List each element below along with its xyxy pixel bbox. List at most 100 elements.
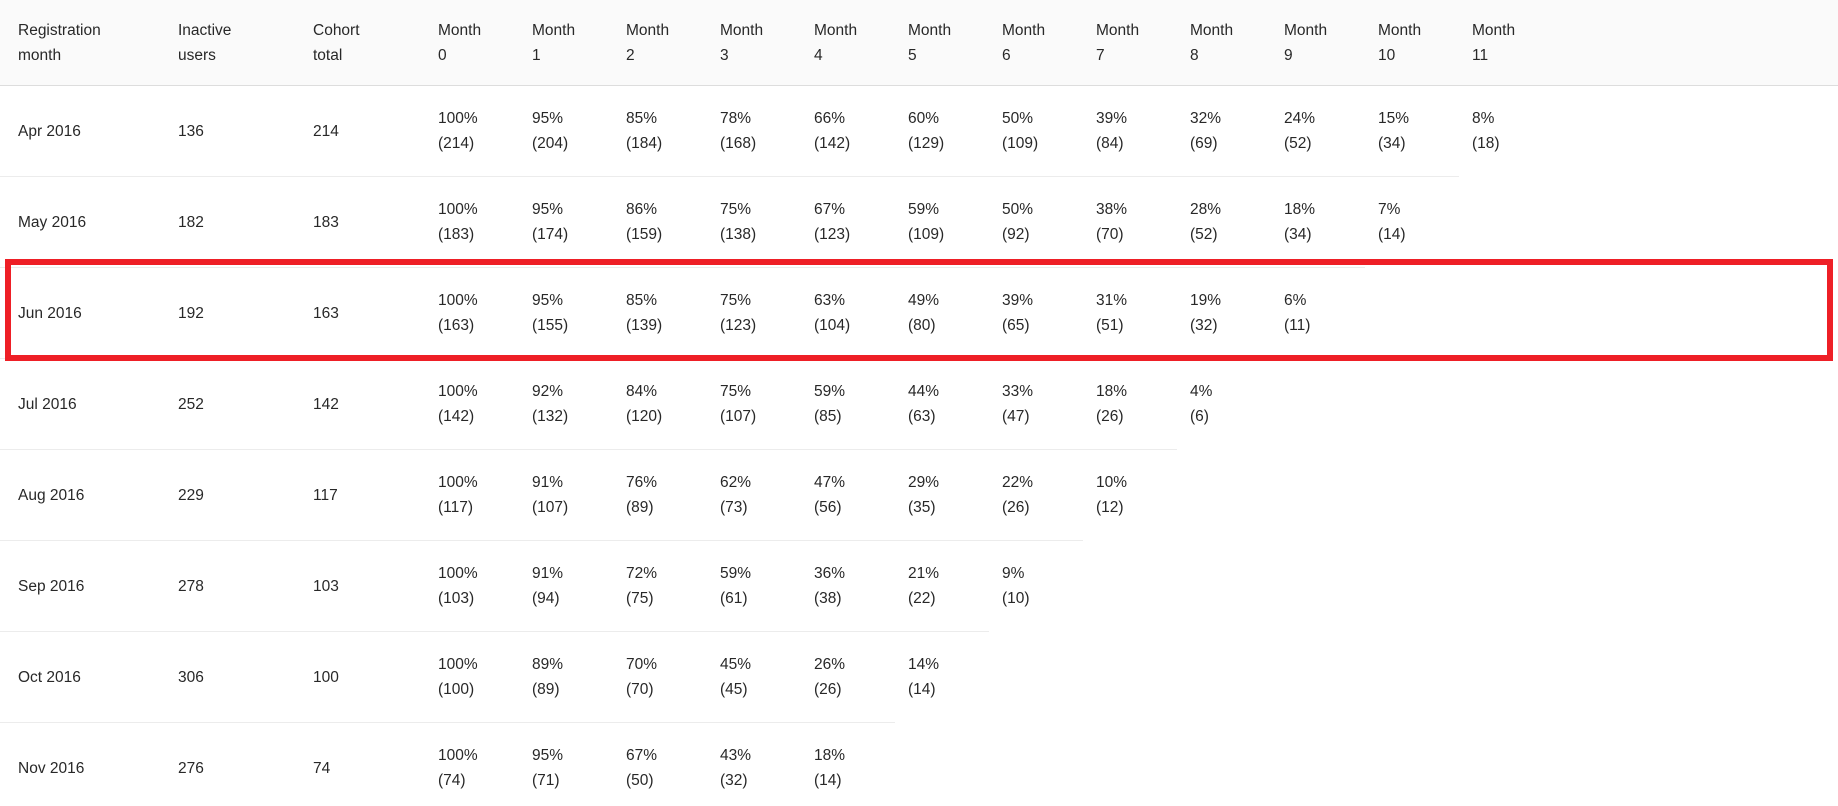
- cell-month-10: [1365, 359, 1459, 450]
- retention-percent: 7%: [1378, 201, 1401, 219]
- cell-cohort-total: 103: [300, 540, 425, 632]
- retention-count: (123): [814, 226, 851, 243]
- retention-percent: 29%: [908, 474, 940, 491]
- retention-percent: 47%: [814, 474, 846, 491]
- cell-month-2: 67% (50): [613, 722, 707, 806]
- retention-count: (100): [438, 681, 475, 698]
- retention-count: (70): [626, 681, 654, 698]
- retention-count: (80): [908, 317, 936, 334]
- cell-month-0: 100% (142): [425, 358, 519, 450]
- cell-month-9: [1271, 450, 1365, 541]
- retention-percent: 39%: [1096, 110, 1128, 127]
- column-header-month-1: Month 1: [519, 0, 613, 86]
- cell-inactive-users: 182: [165, 176, 300, 268]
- retention-count: (56): [814, 499, 842, 516]
- cell-registration-month: Aug 2016: [0, 449, 165, 541]
- cell-month-8: [1177, 541, 1271, 632]
- cell-month-9: [1271, 723, 1365, 806]
- retention-percent: 91%: [532, 565, 564, 582]
- cell-month-5: 29% (35): [895, 449, 989, 541]
- cell-month-3: 45% (45): [707, 631, 801, 723]
- retention-count: (32): [1190, 317, 1218, 334]
- cell-registration-month: Sep 2016: [0, 540, 165, 632]
- retention-count: (138): [720, 226, 757, 243]
- retention-percent: 85%: [626, 292, 658, 309]
- column-header-label: Month 3: [720, 21, 764, 64]
- retention-count: (14): [814, 772, 842, 789]
- retention-percent: 59%: [908, 201, 940, 218]
- retention-count: (52): [1190, 226, 1218, 243]
- cell-month-9: 6% (11): [1271, 267, 1365, 359]
- retention-count: (26): [1002, 499, 1030, 516]
- column-header-label: Month 8: [1190, 21, 1234, 64]
- column-header-month-8: Month 8: [1177, 0, 1271, 86]
- cell-registration-month: Jul 2016: [0, 358, 165, 450]
- retention-percent: 43%: [720, 747, 752, 764]
- retention-count: (26): [814, 681, 842, 698]
- retention-count: (92): [1002, 226, 1030, 243]
- cell-inactive-users: 229: [165, 449, 300, 541]
- table-row: May 2016 182 183 100% (183) 95% (174) 86% (159) 7…: [0, 176, 1838, 268]
- retention-percent: 49%: [908, 292, 940, 309]
- retention-count: (168): [720, 135, 757, 152]
- header-row: Registration month Inactive users Cohort t…: [0, 0, 1838, 86]
- cell-month-3: 43% (32): [707, 722, 801, 806]
- retention-count: (139): [626, 317, 663, 334]
- column-header-month-5: Month 5: [895, 0, 989, 86]
- cell-month-9: [1271, 359, 1365, 450]
- cell-cohort-total: 100: [300, 631, 425, 723]
- retention-count: (47): [1002, 408, 1030, 425]
- retention-percent: 39%: [1002, 292, 1034, 309]
- retention-count: (109): [908, 226, 945, 243]
- cell-month-10: [1365, 632, 1459, 723]
- cell-month-6: 39% (65): [989, 267, 1083, 359]
- retention-count: (32): [720, 772, 748, 789]
- cell-month-4: 66% (142): [801, 86, 895, 177]
- retention-count: (12): [1096, 499, 1124, 517]
- cell-inactive-users: 276: [165, 722, 300, 806]
- retention-percent: 26%: [814, 656, 846, 673]
- retention-percent: 63%: [814, 292, 846, 309]
- retention-count: (22): [908, 590, 936, 607]
- cell-month-6: 50% (92): [989, 176, 1083, 268]
- column-header-label: Month 4: [814, 21, 858, 64]
- column-header-month-0: Month 0: [425, 0, 519, 86]
- cell-inactive-users: 136: [178, 122, 204, 140]
- retention-percent: 9%: [1002, 565, 1025, 583]
- cell-month-9: [1271, 632, 1365, 723]
- cell-month-8: 19% (32): [1177, 267, 1271, 359]
- retention-percent: 100%: [438, 656, 478, 673]
- retention-count: (69): [1190, 135, 1218, 152]
- cell-month-6: 22% (26): [989, 449, 1083, 541]
- retention-count: (214): [438, 135, 475, 152]
- cell-month-10: [1365, 268, 1459, 359]
- table-row: Aug 2016 229 117 100% (117) 91% (107) 76% (89) 62…: [0, 449, 1838, 541]
- table-row: Sep 2016 278 103 100% (103) 91% (94) 72% (75) 59%…: [0, 540, 1838, 632]
- retention-percent: 31%: [1096, 292, 1128, 309]
- retention-percent: 59%: [720, 565, 752, 582]
- column-header-month-11: Month 11: [1459, 0, 1838, 86]
- cell-month-11: [1459, 359, 1838, 450]
- cell-month-7: [1083, 723, 1177, 806]
- cell-month-2: 72% (75): [613, 540, 707, 632]
- cell-month-10: [1365, 541, 1459, 632]
- retention-count: (117): [438, 499, 474, 516]
- retention-percent: 18%: [1096, 383, 1128, 400]
- retention-count: (70): [1096, 226, 1124, 243]
- cell-month-8: 28% (52): [1177, 176, 1271, 268]
- retention-percent: 75%: [720, 383, 752, 400]
- cell-month-0: 100% (100): [425, 631, 519, 723]
- cell-registration-month: Oct 2016: [0, 631, 165, 723]
- retention-percent: 21%: [908, 565, 940, 582]
- retention-count: (104): [814, 317, 851, 334]
- retention-percent: 50%: [1002, 110, 1034, 127]
- cell-month-1: 92% (132): [519, 358, 613, 450]
- retention-percent: 66%: [814, 110, 846, 127]
- cell-month-4: 67% (123): [801, 176, 895, 268]
- retention-percent: 67%: [814, 201, 846, 218]
- table-row: Nov 2016 276 74 100% (74) 95% (71) 67% (50) 43% (3…: [0, 722, 1838, 806]
- retention-percent: 36%: [814, 565, 846, 582]
- retention-percent: 100%: [438, 292, 478, 309]
- retention-count: (183): [438, 226, 475, 243]
